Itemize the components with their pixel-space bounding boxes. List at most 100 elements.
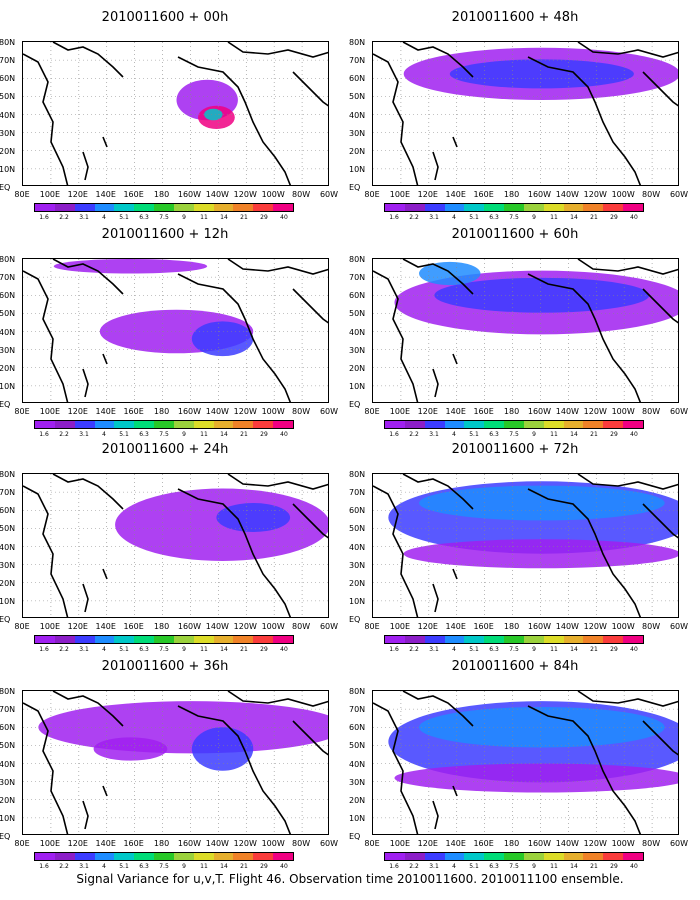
colorbar-swatch — [35, 204, 55, 211]
colorbar-swatch — [424, 204, 445, 211]
colorbar-swatch — [134, 853, 155, 860]
colorbar-label: 40 — [280, 214, 288, 221]
variance-shading — [419, 485, 665, 521]
colorbar-label: 2.2 — [409, 646, 419, 653]
lon-tick-label: 80E — [364, 190, 380, 199]
coastline — [373, 270, 419, 402]
lon-tick-label: 120E — [417, 407, 438, 416]
lat-tick-label: 70N — [0, 488, 16, 498]
coastline — [577, 259, 678, 275]
colorbar-swatch — [54, 636, 75, 643]
colorbar-swatch — [504, 636, 524, 643]
colorbar-label: 21 — [240, 863, 248, 870]
colorbar — [34, 203, 294, 212]
map-panel: 2010011600 + 84h 80N 70N 60N 50N 40N 30N 20N 10N… — [349, 657, 695, 872]
panel-title: 2010011600 + 60h — [451, 227, 579, 242]
coastline — [23, 485, 69, 617]
lon-tick-label: 180 — [153, 407, 170, 416]
coastline — [52, 259, 124, 295]
lat-tick-label: EQ — [0, 183, 11, 192]
lon-tick-label: 80W — [292, 622, 311, 631]
lon-tick-label: 140W — [205, 190, 229, 199]
colorbar-label: 4 — [452, 214, 456, 221]
lon-tick-label: 120W — [233, 622, 257, 631]
colorbar-swatch — [603, 853, 624, 860]
colorbar-swatch — [253, 636, 274, 643]
colorbar-label: 40 — [280, 431, 288, 438]
lon-tick-label: 120E — [67, 839, 88, 848]
coastline — [527, 56, 642, 185]
colorbar-swatch — [94, 853, 115, 860]
colorbar-label: 11 — [200, 646, 208, 653]
coastline — [577, 474, 678, 490]
lon-tick-label: 120E — [67, 190, 88, 199]
lon-axis: 80E 100E 120E 140E 160E 180 160W 140W 120W 100W 80… — [360, 407, 690, 417]
lat-tick-label: 60N — [349, 291, 366, 301]
colorbar-swatch — [543, 421, 564, 428]
panel-title: 2010011600 + 84h — [451, 659, 579, 674]
colorbar-swatch — [154, 853, 174, 860]
map-panel: 2010011600 + 60h 80N 70N 60N 50N 40N 30N 20N 10N… — [349, 225, 695, 440]
colorbar-label: 11 — [200, 431, 208, 438]
colorbar-label: 6.3 — [139, 214, 149, 221]
lat-tick-label: 70N — [0, 56, 16, 66]
lat-tick-label: 50N — [0, 309, 16, 319]
coastline — [373, 485, 419, 617]
coastline — [527, 273, 642, 402]
colorbar-swatch — [444, 204, 465, 211]
lat-tick-label: 50N — [349, 309, 366, 319]
coastline — [82, 136, 108, 181]
colorbar-label: 21 — [590, 863, 598, 870]
colorbar-swatch — [94, 204, 115, 211]
colorbar-swatch — [273, 204, 293, 211]
lat-tick-label: 80N — [0, 255, 16, 264]
colorbar-swatch — [464, 204, 485, 211]
lat-tick-label: 60N — [0, 291, 16, 301]
lat-tick-label: 10N — [349, 164, 366, 174]
colorbar-swatch — [424, 853, 445, 860]
colorbar-swatch — [233, 421, 254, 428]
colorbar-label: 2.2 — [409, 214, 419, 221]
lon-tick-label: 140E — [445, 190, 466, 199]
lat-tick-label: 40N — [349, 759, 366, 769]
lon-tick-label: 160E — [473, 839, 494, 848]
colorbar-label: 6.3 — [489, 863, 499, 870]
lon-axis: 80E 100E 120E 140E 160E 180 160W 140W 120W 100W 80… — [360, 622, 690, 632]
variance-shading — [53, 259, 208, 274]
lon-tick-label: 100E — [39, 190, 61, 199]
colorbar-swatch — [404, 204, 425, 211]
colorbar-label: 5.1 — [469, 646, 479, 653]
coastline — [432, 568, 458, 613]
colorbar-label: 7.5 — [159, 863, 169, 870]
coastline — [292, 71, 328, 107]
coastline — [432, 785, 458, 830]
lon-tick-label: 120W — [233, 190, 257, 199]
lon-tick-label: 120W — [583, 839, 607, 848]
lat-tick-label: 30N — [349, 560, 366, 570]
map-plot — [372, 41, 679, 186]
colorbar-swatch — [114, 636, 135, 643]
colorbar-swatch — [273, 853, 293, 860]
colorbar-label: 29 — [610, 646, 618, 653]
colorbar-label: 29 — [610, 863, 618, 870]
colorbar-swatch — [583, 421, 604, 428]
colorbar-label: 2.2 — [59, 646, 69, 653]
colorbar-labels: 1.6 2.2 3.1 4 5.1 6.3 7.5 9 11 14 21 29 40 — [34, 214, 294, 223]
map-panel: 2010011600 + 00h 80N 70N 60N 50N 40N 30N 20N 10N… — [0, 8, 345, 223]
colorbar-label: 4 — [452, 863, 456, 870]
lon-tick-label: 120E — [417, 622, 438, 631]
coastline — [292, 503, 328, 539]
coastline — [177, 56, 292, 185]
lon-tick-label: 160E — [473, 190, 494, 199]
coastline — [82, 353, 108, 398]
colorbar-swatch — [464, 636, 485, 643]
colorbar-swatch — [74, 421, 95, 428]
lat-tick-label: 20N — [349, 795, 366, 805]
colorbar-swatch — [404, 853, 425, 860]
colorbar-label: 9 — [182, 214, 186, 221]
colorbar-label: 5.1 — [469, 214, 479, 221]
colorbar-swatch — [233, 853, 254, 860]
lon-tick-label: 80E — [14, 407, 30, 416]
lon-tick-label: 160W — [177, 407, 202, 416]
coastline — [52, 474, 124, 510]
